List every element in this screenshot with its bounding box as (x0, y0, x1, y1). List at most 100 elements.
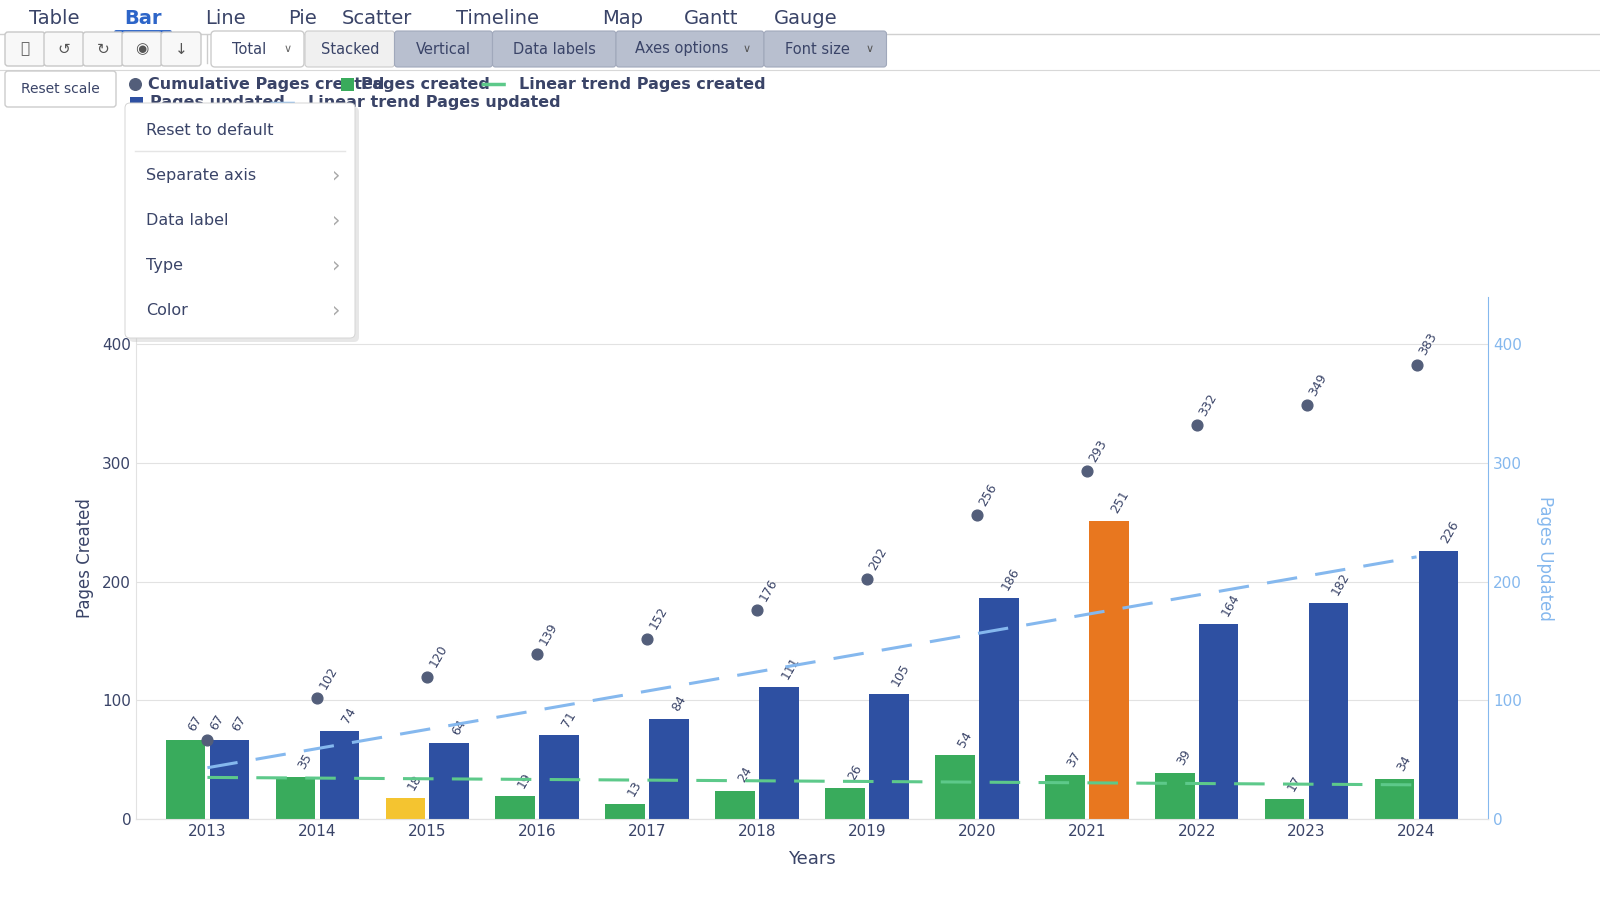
FancyBboxPatch shape (122, 32, 162, 66)
Text: 202: 202 (867, 545, 890, 572)
Text: ›: › (331, 166, 341, 185)
Text: 176: 176 (757, 576, 781, 603)
Text: Reset scale: Reset scale (21, 82, 99, 96)
Text: 13: 13 (626, 778, 645, 798)
Text: 18: 18 (405, 772, 424, 792)
FancyBboxPatch shape (341, 77, 354, 91)
Y-axis label: Pages Created: Pages Created (75, 498, 94, 618)
Text: 84: 84 (669, 694, 688, 714)
Text: ◉: ◉ (136, 41, 149, 57)
FancyBboxPatch shape (130, 107, 358, 342)
Bar (1198, 625, 1238, 819)
Text: 64: 64 (450, 717, 469, 737)
Point (304, 691, 330, 706)
Text: Line: Line (205, 10, 246, 29)
Bar (210, 740, 250, 819)
Text: 37: 37 (1066, 750, 1085, 770)
Bar (320, 731, 358, 819)
Text: ›: › (331, 211, 341, 230)
Text: 26: 26 (845, 762, 864, 783)
FancyBboxPatch shape (45, 32, 83, 66)
Text: Gauge: Gauge (774, 10, 837, 29)
Bar (1045, 775, 1085, 819)
Point (122, 76, 147, 91)
Bar (539, 734, 579, 819)
Text: 349: 349 (1307, 371, 1330, 398)
Text: 120: 120 (427, 643, 451, 670)
Text: 182: 182 (1328, 571, 1352, 598)
Text: Pages created: Pages created (362, 76, 490, 92)
Text: Pie: Pie (288, 10, 317, 29)
Text: ∨: ∨ (283, 44, 293, 54)
Point (1074, 464, 1099, 479)
Point (854, 572, 880, 587)
Bar (826, 788, 864, 819)
Text: 152: 152 (646, 605, 670, 632)
Text: ∨: ∨ (742, 44, 750, 54)
Bar (429, 743, 469, 819)
Text: 74: 74 (339, 706, 358, 725)
Bar (605, 804, 645, 819)
Text: 105: 105 (890, 662, 912, 688)
Bar (979, 598, 1019, 819)
FancyBboxPatch shape (211, 31, 304, 67)
Bar (1374, 778, 1414, 819)
Bar (760, 688, 798, 819)
FancyBboxPatch shape (765, 31, 886, 67)
Text: ›: › (331, 301, 341, 320)
Text: 67: 67 (229, 714, 248, 734)
Text: Gantt: Gantt (685, 10, 739, 29)
X-axis label: Years: Years (789, 850, 835, 868)
Bar (1266, 799, 1304, 819)
Text: Total: Total (232, 41, 267, 57)
Bar (869, 695, 909, 819)
Text: 17: 17 (1285, 773, 1304, 793)
FancyBboxPatch shape (83, 32, 123, 66)
Text: ↻: ↻ (96, 41, 109, 57)
Point (195, 733, 221, 747)
Text: Linear trend Pages created: Linear trend Pages created (518, 76, 766, 92)
Text: 164: 164 (1219, 592, 1242, 619)
Text: 383: 383 (1416, 330, 1440, 357)
FancyBboxPatch shape (5, 32, 45, 66)
Point (634, 632, 659, 646)
Bar (1090, 521, 1128, 819)
Text: 256: 256 (978, 482, 1000, 508)
Text: Reset to default: Reset to default (146, 123, 274, 138)
Text: 186: 186 (998, 566, 1022, 593)
Point (1403, 357, 1429, 372)
Text: Separate axis: Separate axis (146, 168, 256, 183)
Text: 71: 71 (558, 709, 578, 729)
Text: 35: 35 (296, 752, 315, 772)
Text: 39: 39 (1174, 747, 1194, 767)
Bar (1309, 603, 1349, 819)
Bar (934, 755, 974, 819)
Text: Cumulative Pages created: Cumulative Pages created (147, 76, 384, 92)
Text: ›: › (331, 256, 341, 275)
FancyBboxPatch shape (493, 31, 616, 67)
Bar (275, 778, 315, 819)
Text: ↓: ↓ (174, 41, 187, 57)
Text: 293: 293 (1086, 437, 1110, 464)
Text: 67: 67 (186, 714, 205, 734)
FancyBboxPatch shape (395, 31, 493, 67)
Text: 226: 226 (1438, 518, 1462, 545)
Text: Map: Map (602, 10, 643, 29)
Text: Type: Type (146, 258, 182, 273)
Text: Linear trend Pages updated: Linear trend Pages updated (307, 95, 560, 111)
Text: Vertical: Vertical (416, 41, 470, 57)
FancyBboxPatch shape (306, 31, 395, 67)
Text: Stacked: Stacked (320, 41, 379, 57)
FancyBboxPatch shape (616, 31, 765, 67)
Text: Bar: Bar (125, 10, 162, 29)
Bar (1419, 551, 1458, 819)
Point (1184, 418, 1210, 432)
Bar (496, 796, 534, 819)
Text: ↺: ↺ (58, 41, 70, 57)
Text: Pages updated: Pages updated (150, 95, 285, 111)
Text: 251: 251 (1109, 489, 1131, 516)
Text: ∨: ∨ (866, 44, 874, 54)
Text: 332: 332 (1197, 392, 1219, 418)
Bar (1155, 773, 1195, 819)
Text: 34: 34 (1395, 753, 1414, 773)
